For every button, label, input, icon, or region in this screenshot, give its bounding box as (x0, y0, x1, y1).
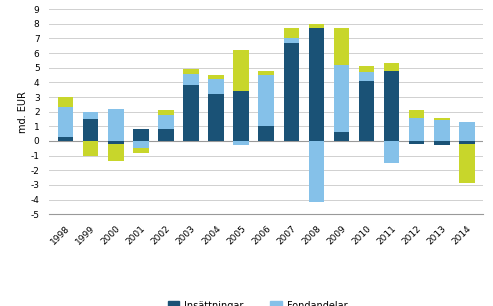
Bar (158, 129, 174, 141)
Bar (384, 63, 399, 71)
Bar (309, 28, 324, 141)
Legend: Insättningar, Noterade aktier, Fondandelar, : Insättningar, Noterade aktier, Fondandel… (164, 297, 352, 306)
Bar (459, 141, 475, 144)
Bar (409, 141, 424, 144)
Bar (83, 119, 99, 141)
Bar (58, 107, 73, 136)
Bar (183, 69, 199, 74)
Bar (108, 109, 124, 141)
Bar (83, 141, 99, 156)
Bar (58, 136, 73, 141)
Bar (233, 91, 249, 141)
Bar (283, 28, 299, 39)
Bar (158, 115, 174, 129)
Bar (434, 118, 450, 121)
Bar (258, 71, 274, 75)
Bar (409, 118, 424, 141)
Bar (158, 110, 174, 115)
Bar (334, 28, 349, 65)
Bar (434, 141, 450, 145)
Bar (183, 74, 199, 85)
Bar (108, 141, 124, 144)
Bar (258, 126, 274, 141)
Bar (183, 85, 199, 141)
Bar (359, 72, 374, 81)
Bar (359, 66, 374, 72)
Bar (233, 50, 249, 91)
Bar (208, 94, 224, 141)
Bar (384, 141, 399, 163)
Y-axis label: md. EUR: md. EUR (18, 91, 28, 132)
Bar (133, 129, 148, 141)
Bar (58, 97, 73, 107)
Bar (459, 144, 475, 183)
Bar (133, 148, 148, 153)
Bar (208, 80, 224, 94)
Bar (133, 141, 148, 148)
Bar (334, 65, 349, 132)
Bar (258, 75, 274, 126)
Bar (409, 110, 424, 118)
Bar (283, 43, 299, 141)
Bar (208, 75, 224, 80)
Bar (309, 141, 324, 203)
Bar (334, 132, 349, 141)
Bar (283, 39, 299, 43)
Bar (108, 144, 124, 162)
Bar (459, 122, 475, 141)
Bar (384, 71, 399, 141)
Bar (83, 112, 99, 119)
Bar (359, 81, 374, 141)
Bar (434, 121, 450, 141)
Bar (233, 141, 249, 145)
Bar (309, 24, 324, 28)
